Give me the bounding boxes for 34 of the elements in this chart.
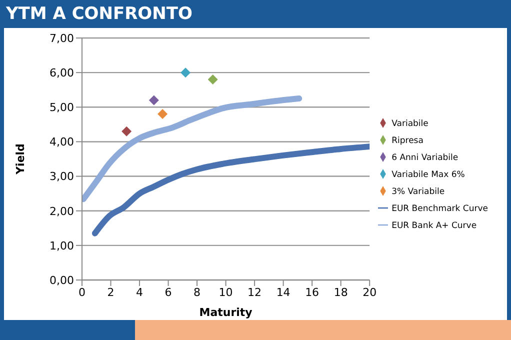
legend-label: 6 Anni Variabile	[392, 152, 458, 162]
point	[148, 95, 159, 106]
x-tick-label: 18	[334, 286, 348, 299]
x-tick-label: 12	[248, 286, 262, 299]
legend-label: Variabile	[392, 118, 428, 128]
legend-label: 3% Variabile	[392, 186, 445, 196]
x-tick-label: 20	[362, 286, 377, 299]
point	[180, 68, 191, 78]
legend-label: Variabile Max 6%	[392, 170, 465, 180]
y-tick-label: 0,00	[50, 274, 74, 287]
y-axis-title: Yield	[14, 144, 27, 176]
x-tick-label: 6	[164, 286, 172, 299]
point	[208, 74, 218, 84]
x-tick-label: 0	[78, 286, 86, 299]
y-tick-label: 7,00	[50, 32, 74, 45]
x-tick-label: 14	[276, 286, 290, 299]
x-tick-label: 16	[305, 286, 320, 299]
x-axis-title: Maturity	[199, 306, 252, 319]
x-tick-label: 8	[194, 286, 201, 299]
point	[158, 109, 168, 120]
legend-label: EUR Bank A+ Curve	[392, 220, 477, 230]
x-tick-label: 10	[218, 286, 233, 299]
x-tick-label: 2	[107, 286, 114, 299]
y-tick-label: 6,00	[50, 66, 74, 80]
chart-title: YTM A CONFRONTO	[0, 0, 511, 28]
legend-label: EUR Benchmark Curve	[392, 204, 488, 214]
y-tick-label: 2,00	[50, 204, 74, 218]
y-tick-label: 1,00	[50, 239, 74, 252]
y-tick-label: 4,00	[50, 136, 74, 149]
y-tick-label: 5,00	[50, 101, 74, 114]
x-tick-label: 4	[136, 286, 144, 299]
y-tick-label: 3,00	[50, 170, 74, 184]
point	[122, 126, 132, 136]
legend-label: Ripresa	[392, 136, 424, 146]
